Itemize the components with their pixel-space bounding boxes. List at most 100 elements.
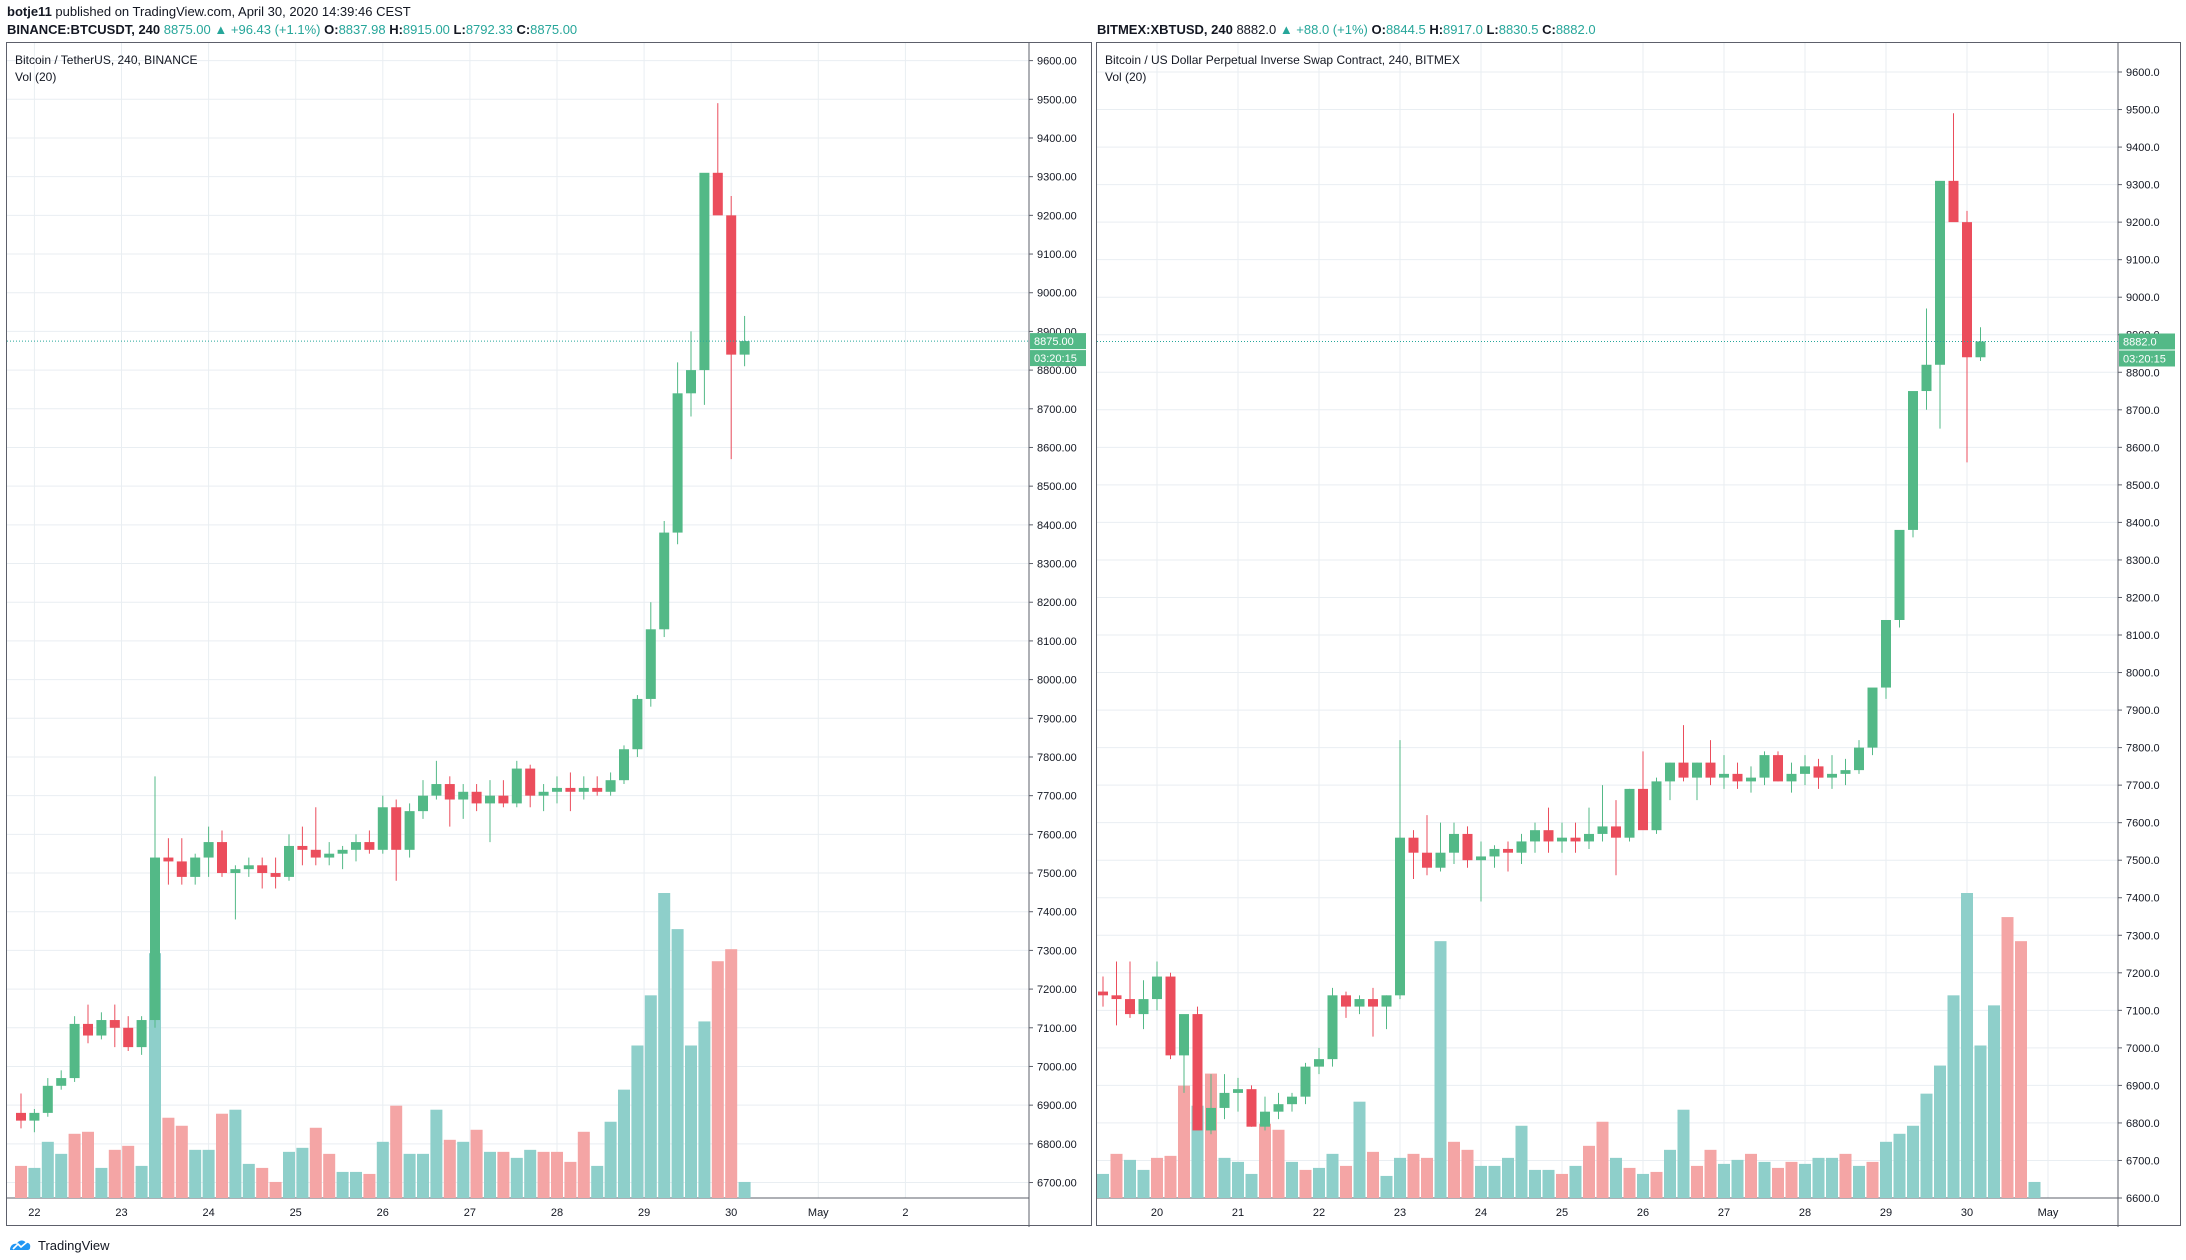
volume-bar [551,1151,563,1198]
volume-bar [1812,1157,1825,1198]
chart-canvas-binance[interactable]: 6700.00 6800.00 6900.00 7000.00 7100.00 7200.… [7,43,1093,1227]
candle-body [257,865,268,874]
y-tick-label: 6800.00 [1037,1139,1077,1151]
candle-body [1557,837,1567,842]
volume-bar [1785,1161,1798,1198]
volume-bar [242,1163,255,1198]
candle-body [1935,180,1945,365]
y-tick-label: 9300.00 [1037,172,1077,184]
y-tick-label: 8100.0 [2126,630,2160,642]
candle-body [1206,1107,1216,1131]
y-tick-label: 8200.00 [1037,597,1077,609]
volume-bar [1529,1169,1541,1198]
countdown-tag [2119,350,2175,367]
x-tick-label: 24 [1475,1207,1487,1219]
candle-body [1098,991,1108,996]
symbol-left: BINANCE:BTCUSDT, 240 [7,22,161,37]
change-right: ▲ +88.0 (+1%) [1279,22,1368,37]
candle-body [1476,856,1486,861]
y-tick-label: 6700.0 [2126,1155,2160,1167]
volume-bar [644,995,657,1198]
volume-bar [1259,1123,1271,1198]
candle-body [96,1020,107,1036]
ohlc-bar-left: BINANCE:BTCUSDT, 240 8875.00 ▲ +96.43 (+… [7,22,578,37]
candle-body [377,807,388,850]
chart-title-binance: Bitcoin / TetherUS, 240, BINANCE [15,53,198,67]
candle-body [1341,995,1351,1007]
volume-bar [1245,1173,1258,1198]
volume-bar [1745,1153,1757,1198]
candle-body [364,842,375,850]
x-tick-label: 28 [551,1207,563,1219]
candle-body [1395,837,1405,996]
chart-panel-bitmex[interactable]: 6600.0 6700.0 6800.0 6900.0 7000.0 7100.0 7200… [1096,42,2182,1227]
y-tick-label: 8300.0 [2126,555,2160,567]
footer-brand[interactable]: TradingView [8,1234,110,1256]
volume-bar [1650,1171,1663,1198]
x-tick-label: 27 [464,1207,476,1219]
volume-bar [229,1109,242,1198]
volume-bar [738,1181,751,1198]
x-tick-label: 25 [1556,1207,1568,1219]
volume-bar [403,1153,416,1198]
candle-body [1624,788,1635,838]
candle-body [1732,773,1743,782]
y-tick-label: 9200.00 [1037,210,1077,222]
volume-bar [577,1131,590,1198]
candle-body [1260,1111,1270,1127]
candle-body [203,842,214,858]
volume-bar [336,1171,349,1198]
volume-bar [1367,1151,1379,1198]
volume-bar [15,1165,27,1198]
candle-body [1962,222,1972,358]
last-price-label: 8882.0 [2123,336,2157,348]
candle-body [217,842,227,874]
candle-body [404,811,415,850]
volume-bar [1988,1005,2000,1198]
candle-body [632,698,643,750]
y-tick-label: 6900.00 [1037,1100,1077,1112]
volume-bar [1623,1167,1636,1198]
volume-bar [1799,1163,1811,1198]
candle-body [1327,995,1338,1060]
volume-bar [323,1153,336,1198]
candle-body [1246,1089,1257,1127]
volume-bar [135,1165,148,1198]
tradingview-brand: TradingView [38,1237,110,1253]
x-tick-label: 25 [290,1207,302,1219]
y-tick-label: 8700.0 [2126,405,2160,417]
y-tick-label: 6900.0 [2126,1080,2160,1092]
volume-bar [162,1117,175,1198]
candle-body [1975,341,1986,358]
chart-panel-binance[interactable]: 6700.00 6800.00 6900.00 7000.00 7100.00 7200.… [6,42,1093,1227]
chart-canvas-bitmex[interactable]: 6600.0 6700.0 6800.0 6900.0 7000.0 7100.0 7200… [1097,43,2182,1227]
x-tick-label: 26 [1637,1207,1649,1219]
candle-body [56,1078,67,1086]
candle-body [431,784,442,796]
y-tick-label: 8800.0 [2126,367,2160,379]
volume-bar [1110,1153,1123,1198]
candle-body [485,795,495,804]
candle-body [1354,999,1365,1007]
candle-body [444,784,455,800]
y-tick-label: 8800.00 [1037,365,1077,377]
candle-body [1881,619,1891,688]
volume-bar [1866,1161,1879,1198]
candle-body [1138,999,1149,1015]
candle-body [418,795,428,812]
volume-bar [1407,1153,1420,1198]
candle-body [458,791,469,800]
candle-body [726,215,737,355]
candle-body [525,768,536,796]
candle-body [16,1112,26,1121]
candle-body [83,1023,93,1036]
candle-body [1219,1092,1230,1108]
y-tick-label: 9100.0 [2126,255,2160,267]
candle-body [324,853,335,858]
publisher-user[interactable]: botje11 [7,4,52,19]
y-tick-label: 8600.00 [1037,442,1077,454]
last-price-tag [1030,333,1086,350]
volume-bar [269,1181,282,1198]
y-tick-label: 7100.00 [1037,1023,1077,1035]
published-text: published on TradingView.com, April 30, … [55,4,411,19]
